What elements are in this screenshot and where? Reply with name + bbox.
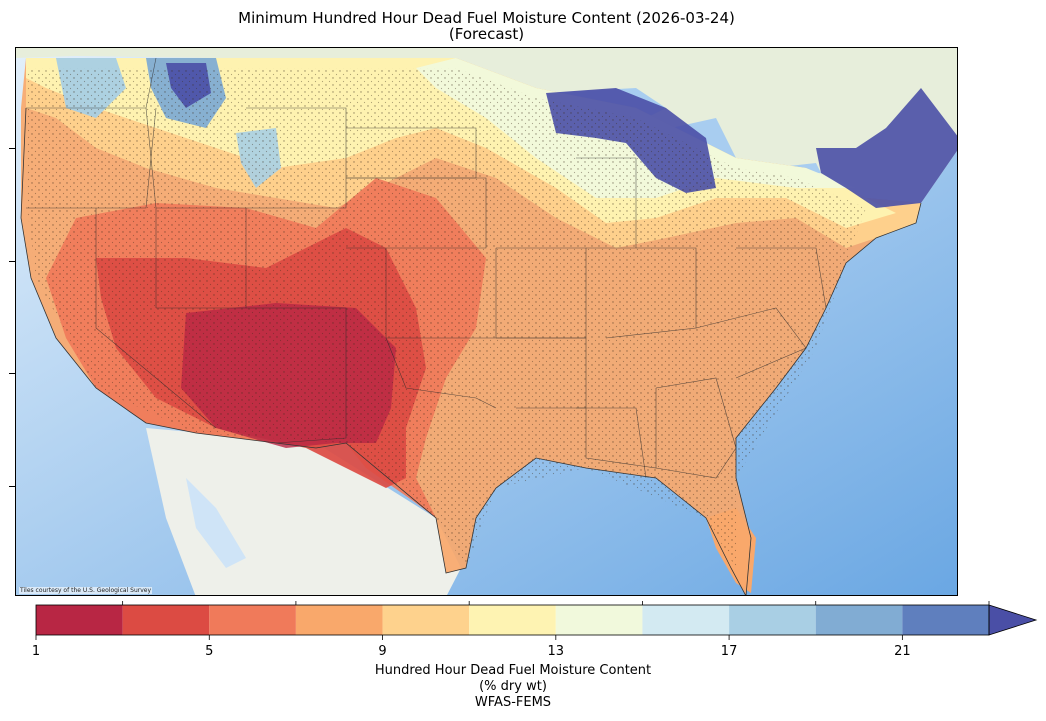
colorbar-tick-label-1: 5 <box>205 644 214 659</box>
colorbar-tick-label-3: 13 <box>547 644 565 659</box>
colorbar-bin-0 <box>36 605 123 635</box>
map-svg <box>16 48 957 595</box>
map-subtitle: (Forecast) <box>448 25 525 43</box>
colorbar-units: (% dry wt) <box>479 679 547 694</box>
colorbar-bin-2 <box>209 605 296 635</box>
colorbar-bin-9 <box>815 605 903 635</box>
tile-attribution: Tiles courtesy of the U.S. Geological Su… <box>19 587 153 594</box>
colorbar-bin-4 <box>382 605 470 635</box>
colorbar-bin-6 <box>555 605 643 635</box>
fuel-moisture-new-england <box>816 88 957 208</box>
colorbar-extend-arrow <box>988 604 1038 636</box>
state-boundaries <box>26 57 827 479</box>
colorbar-bin-8 <box>729 605 816 635</box>
colorbar-tick-label-2: 9 <box>378 644 387 659</box>
map-area[interactable] <box>15 47 958 596</box>
y-axis-tick <box>9 373 15 374</box>
coastline <box>20 107 922 595</box>
colorbar-source: WFAS-FEMS <box>474 695 552 710</box>
colorbar-bin-7 <box>642 605 730 635</box>
colorbar-bin-1 <box>122 605 210 635</box>
canada-land <box>16 48 957 203</box>
colorbar-tick-label-5: 21 <box>894 644 911 659</box>
colorbar-label: Hundred Hour Dead Fuel Moisture Content <box>374 663 652 678</box>
gulf-of-california <box>186 478 246 568</box>
colorbar-bin-5 <box>469 605 556 635</box>
map-title: Minimum Hundred Hour Dead Fuel Moisture … <box>238 9 735 27</box>
colorbar-tick-label-4: 17 <box>720 644 738 659</box>
y-axis-tick <box>9 148 15 149</box>
colorbar-tick-label-0: 1 <box>31 644 41 659</box>
y-axis-tick <box>9 261 15 262</box>
colorbar-outline <box>35 604 990 636</box>
colorbar-svg <box>35 601 1038 640</box>
colorbar-bin-10 <box>902 605 989 635</box>
y-axis-tick <box>9 486 15 487</box>
colorbar-bin-3 <box>295 605 383 635</box>
colorbar: 1 5 9 13 17 21 Hundred Hour Dead Fuel Moistur… <box>0 600 1046 721</box>
